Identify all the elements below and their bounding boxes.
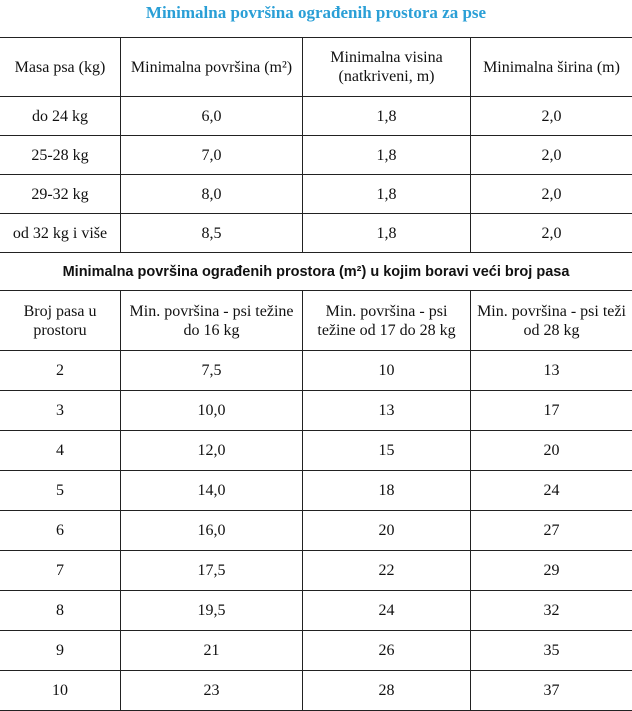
table-cell: 16,0 (121, 511, 303, 551)
table-cell: 10,0 (121, 391, 303, 431)
column-header: Minimalna površina (m²) (121, 38, 303, 97)
table-cell: 27 (471, 511, 632, 551)
table-cell: 29-32 kg (0, 175, 121, 214)
column-header: Minimalna visina (natkriveni, m) (303, 38, 471, 97)
table-cell: do 24 kg (0, 97, 121, 136)
table-cell: 17,5 (121, 551, 303, 591)
table-cell: 6,0 (121, 97, 303, 136)
table-cell: 3 (0, 391, 121, 431)
table-cell: 2 (0, 351, 121, 391)
multi-dog-enclosure-table: Minimalna površina ograđenih prostora (m… (0, 253, 632, 711)
column-header: Broj pasa u prostoru (0, 291, 121, 351)
table-cell: 9 (0, 631, 121, 671)
table-cell: 8 (0, 591, 121, 631)
table-cell: 19,5 (121, 591, 303, 631)
table-cell: 20 (303, 511, 471, 551)
table-cell: 23 (121, 671, 303, 711)
dog-enclosure-table: Masa psa (kg)Minimalna površina (m²)Mini… (0, 37, 632, 253)
column-header: Masa psa (kg) (0, 38, 121, 97)
table-cell: 6 (0, 511, 121, 551)
table-cell: 1,8 (303, 214, 471, 253)
table-cell: 21 (121, 631, 303, 671)
table-cell: 2,0 (471, 175, 632, 214)
column-header: Min. površina - psi težine od 17 do 28 k… (303, 291, 471, 351)
table-cell: 1,8 (303, 97, 471, 136)
column-header: Minimalna širina (m) (471, 38, 632, 97)
table-cell: 37 (471, 671, 632, 711)
table-cell: 12,0 (121, 431, 303, 471)
table-cell: 2,0 (471, 136, 632, 175)
table-cell: od 32 kg i više (0, 214, 121, 253)
table-cell: 2,0 (471, 97, 632, 136)
table-cell: 35 (471, 631, 632, 671)
table-cell: 29 (471, 551, 632, 591)
table-cell: 7,5 (121, 351, 303, 391)
column-header: Min. površina - psi težine do 16 kg (121, 291, 303, 351)
header-row: Masa psa (kg)Minimalna površina (m²)Mini… (0, 38, 632, 97)
section-title: Minimalna površina ograđenih prostora (m… (0, 253, 632, 291)
table-cell: 13 (471, 351, 632, 391)
table-cell: 2,0 (471, 214, 632, 253)
table-cell: 20 (471, 431, 632, 471)
table-cell: 25-28 kg (0, 136, 121, 175)
table-cell: 24 (303, 591, 471, 631)
table-cell: 7,0 (121, 136, 303, 175)
table-cell: 10 (0, 671, 121, 711)
table-cell: 8,5 (121, 214, 303, 253)
table-cell: 26 (303, 631, 471, 671)
table-cell: 17 (471, 391, 632, 431)
table-cell: 1,8 (303, 175, 471, 214)
table-cell: 1,8 (303, 136, 471, 175)
table-cell: 24 (471, 471, 632, 511)
table-cell: 15 (303, 431, 471, 471)
table-cell: 4 (0, 431, 121, 471)
table-cell: 18 (303, 471, 471, 511)
table-cell: 8,0 (121, 175, 303, 214)
table-cell: 7 (0, 551, 121, 591)
table-cell: 22 (303, 551, 471, 591)
table-cell: 10 (303, 351, 471, 391)
table-cell: 14,0 (121, 471, 303, 511)
page-title: Minimalna površina ograđenih prostora za… (0, 0, 632, 37)
column-header: Min. površina - psi teži od 28 kg (471, 291, 632, 351)
table-cell: 32 (471, 591, 632, 631)
table-cell: 13 (303, 391, 471, 431)
table-cell: 5 (0, 471, 121, 511)
table-cell: 28 (303, 671, 471, 711)
